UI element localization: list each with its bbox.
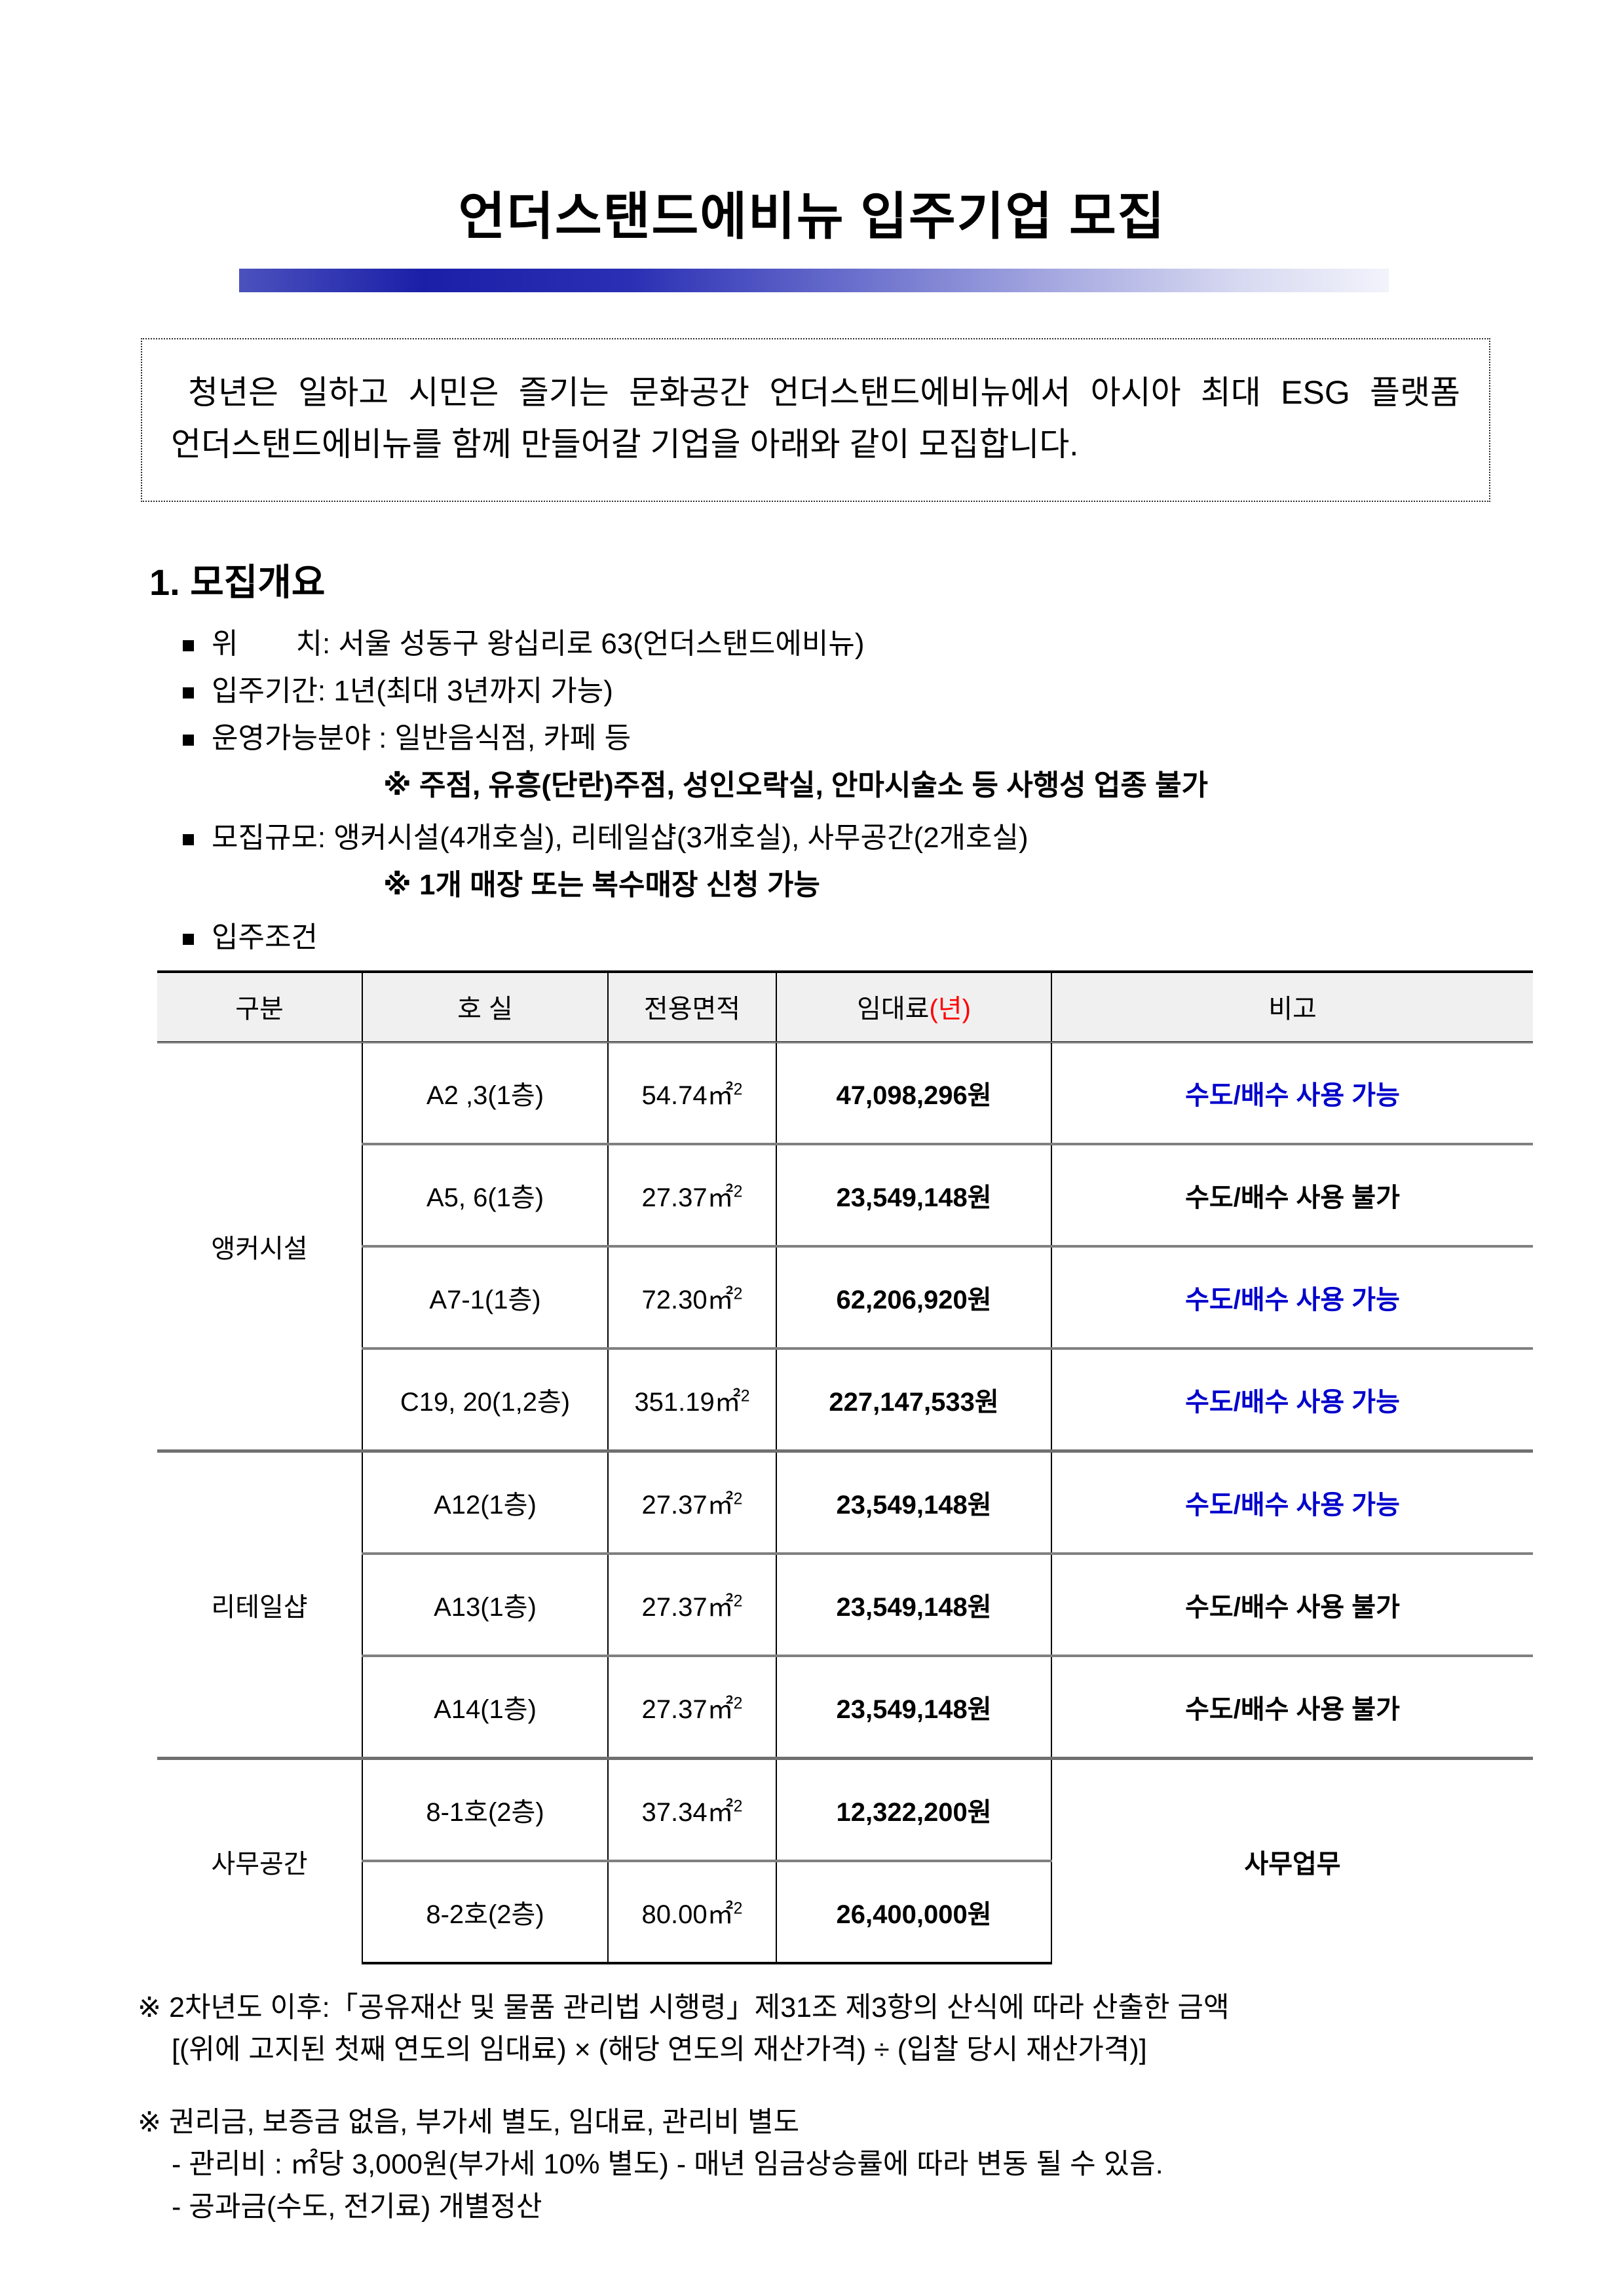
header-cell-hosil: 호 실 <box>362 970 608 1043</box>
cell-unit: A13(1층) <box>362 1552 608 1656</box>
table-row: 앵커시설 A2 ,3(1층) 54.74㎡2 47,098,296원 수도/배수 사용 … <box>157 1042 1533 1263</box>
cell-area: 27.37㎡2 <box>607 1552 776 1656</box>
cell-rent: 26,400,000원 <box>776 1859 1051 1964</box>
footnote-spacer <box>138 2071 1533 2101</box>
list-item-conditions: 입주조건 <box>180 923 1624 952</box>
cell-area: 72.30㎡2 <box>607 1244 776 1349</box>
header-cell-note: 비고 <box>1051 970 1533 1043</box>
list-item-business-types: 운영가능분야 : 일반음식점, 카페 등 <box>180 721 1624 754</box>
cell-rent: 12,322,200원 <box>776 1756 1051 1861</box>
cell-note: 수도/배수 사용 가능 <box>1051 1347 1533 1451</box>
cell-area: 37.34㎡2 <box>607 1756 776 1861</box>
cell-area: 27.37㎡2 <box>607 1449 776 1554</box>
cell-unit: A14(1층) <box>362 1654 608 1759</box>
square-bullet-icon <box>183 687 194 698</box>
cell-area: 54.74㎡2 <box>607 1042 776 1144</box>
cell-rent: 47,098,296원 <box>776 1042 1051 1144</box>
cell-rent: 62,206,920원 <box>776 1244 1051 1349</box>
footnote-2-line-2: - 관리비 : ㎡당 3,000원(부가세 10% 별도) - 매년 임금상승률… <box>172 2149 1163 2181</box>
footnotes: ※ 2차년도 이후:「공유재산 및 물품 관리법 시행령」제31조 제3항의 산… <box>138 1987 1533 2229</box>
intro-box: 청년은 일하고 시민은 즐기는 문화공간 언더스탠드에비뉴에서 아시아 최대 E… <box>141 337 1490 502</box>
header-cell-area: 전용면적 <box>607 970 776 1043</box>
table-row: A5, 6(1층) 27.37㎡2 23,549,148원 수도/배수 사용 불가 <box>157 1142 1533 1246</box>
cell-note: 수도/배수 사용 가능 <box>1051 1449 1533 1554</box>
cell-note: 수도/배수 사용 가능 <box>1051 1042 1533 1144</box>
header-rent-main: 임대료 <box>857 994 930 1024</box>
list-item-label: 위 치: 서울 성동구 왕십리로 63(언더스탠드에비뉴) <box>212 627 865 660</box>
header-cell-gubun: 구분 <box>157 970 362 1043</box>
section-heading-1: 1. 모집개요 <box>149 561 326 603</box>
cell-rent: 23,549,148원 <box>776 1654 1051 1759</box>
table-row: A7-1(1층) 72.30㎡2 62,206,920원 수도/배수 사용 가능 <box>157 1244 1533 1349</box>
table-row: 사무공간 8-1호(2층) 37.34㎡2 12,322,200원 사무업무 <box>157 1756 1533 1963</box>
cell-unit: A2 ,3(1층) <box>362 1042 608 1144</box>
cell-unit: A7-1(1층) <box>362 1244 608 1349</box>
table-row: C19, 20(1,2층) 351.19㎡2 227,147,533원 수도/배수 사… <box>157 1347 1533 1451</box>
cell-note: 수도/배수 사용 불가 <box>1051 1142 1533 1246</box>
intro-text: 청년은 일하고 시민은 즐기는 문화공간 언더스탠드에비뉴에서 아시아 최대 E… <box>171 373 1460 463</box>
header-cell-rent: 임대료(년) <box>776 970 1051 1043</box>
list-item-label: 모집규모: 앵커시설(4개호실), 리테일샵(3개호실), 사무공간(2개호실) <box>212 821 1029 854</box>
note-prohibited-business: ※ 주점, 유흥(단란)주점, 성인오락실, 안마시술소 등 사행성 업종 불가 <box>383 769 1209 801</box>
list-item-label: 입주조건 <box>212 921 318 953</box>
cell-note: 사무업무 <box>1051 1756 1533 1963</box>
recruitment-overview-list: 위 치: 서울 성동구 왕십리로 63(언더스탠드에비뉴) 입주기간: 1년(최… <box>0 627 1624 754</box>
table-row: 8-2호(2층) 80.00㎡2 26,400,000원 <box>157 1859 1533 1964</box>
table-row: A13(1층) 27.37㎡2 23,549,148원 수도/배수 사용 불가 <box>157 1552 1533 1656</box>
cell-area: 351.19㎡2 <box>607 1347 776 1451</box>
square-bullet-icon <box>183 833 194 845</box>
footnote-1-line-1: ※ 2차년도 이후:「공유재산 및 물품 관리법 시행령」제31조 제3항의 산… <box>138 1991 1230 2023</box>
cell-area: 27.37㎡2 <box>607 1654 776 1759</box>
cell-unit: A5, 6(1층) <box>362 1142 608 1246</box>
square-bullet-icon <box>183 933 194 945</box>
cell-unit: 8-1호(2층) <box>362 1756 608 1861</box>
cell-category: 사무공간 <box>157 1756 362 1963</box>
table-header-row: 구분 호 실 전용면적 임대료(년) 비고 <box>157 970 1533 1043</box>
table-row: 리테일샵 A12(1층) 27.37㎡2 23,549,148원 수도/배수 사용 가능 <box>157 1449 1533 1759</box>
cell-unit: 8-2호(2층) <box>362 1859 608 1964</box>
list-item-period: 입주기간: 1년(최대 3년까지 가능) <box>180 674 1624 707</box>
footnote-2-line-1: ※ 권리금, 보증금 없음, 부가세 별도, 임대료, 관리비 별도 <box>138 2106 800 2138</box>
cell-rent: 23,549,148원 <box>776 1142 1051 1246</box>
tenancy-conditions-list: 입주조건 <box>0 923 1624 952</box>
cell-unit: C19, 20(1,2층) <box>362 1347 608 1451</box>
page-title: 언더스탠드에비뉴 입주기업 모집 <box>458 187 1166 245</box>
cell-category: 리테일샵 <box>157 1449 362 1759</box>
list-item-scale: 모집규모: 앵커시설(4개호실), 리테일샵(3개호실), 사무공간(2개호실) <box>180 821 1624 854</box>
square-bullet-icon <box>183 734 194 746</box>
square-bullet-icon <box>183 640 194 651</box>
list-item-label: 입주기간: 1년(최대 3년까지 가능) <box>212 674 613 707</box>
footnote-2-line-3: - 공과금(수도, 전기료) 개별정산 <box>172 2191 542 2223</box>
cell-category: 앵커시설 <box>211 1234 308 1263</box>
list-item-location: 위 치: 서울 성동구 왕십리로 63(언더스탠드에비뉴) <box>180 627 1624 660</box>
title-gradient-rule <box>239 268 1389 292</box>
cell-rent: 23,549,148원 <box>776 1449 1051 1554</box>
table-header: 구분 호 실 전용면적 임대료(년) 비고 <box>157 970 1533 1043</box>
cell-rent: 227,147,533원 <box>776 1347 1051 1451</box>
cell-unit: A12(1층) <box>362 1449 608 1554</box>
note-store-count: ※ 1개 매장 또는 복수매장 신청 가능 <box>383 868 820 901</box>
footnote-1-line-2: [(위에 고지된 첫째 연도의 임대료) × (해당 연도의 재산가격) ÷ (… <box>172 2034 1147 2066</box>
table-body: 앵커시설 A2 ,3(1층) 54.74㎡2 47,098,296원 수도/배수 사용 … <box>157 1042 1533 1964</box>
cell-area: 80.00㎡2 <box>607 1859 776 1964</box>
cell-area: 27.37㎡2 <box>607 1142 776 1246</box>
cell-note: 수도/배수 사용 불가 <box>1051 1552 1533 1656</box>
table-row: A14(1층) 27.37㎡2 23,549,148원 수도/배수 사용 불가 <box>157 1654 1533 1759</box>
cell-rent: 23,549,148원 <box>776 1552 1051 1656</box>
list-item-label: 운영가능분야 : 일반음식점, 카페 등 <box>212 721 632 754</box>
cell-note: 수도/배수 사용 불가 <box>1051 1654 1533 1759</box>
header-rent-period: (년) <box>929 994 971 1024</box>
tenancy-conditions-table: 구분 호 실 전용면적 임대료(년) 비고 앵커시설 A2 ,3(1층) 54.74… <box>157 970 1533 1964</box>
cell-note: 수도/배수 사용 가능 <box>1051 1244 1533 1349</box>
recruitment-scale-list: 모집규모: 앵커시설(4개호실), 리테일샵(3개호실), 사무공간(2개호실) <box>0 821 1624 854</box>
